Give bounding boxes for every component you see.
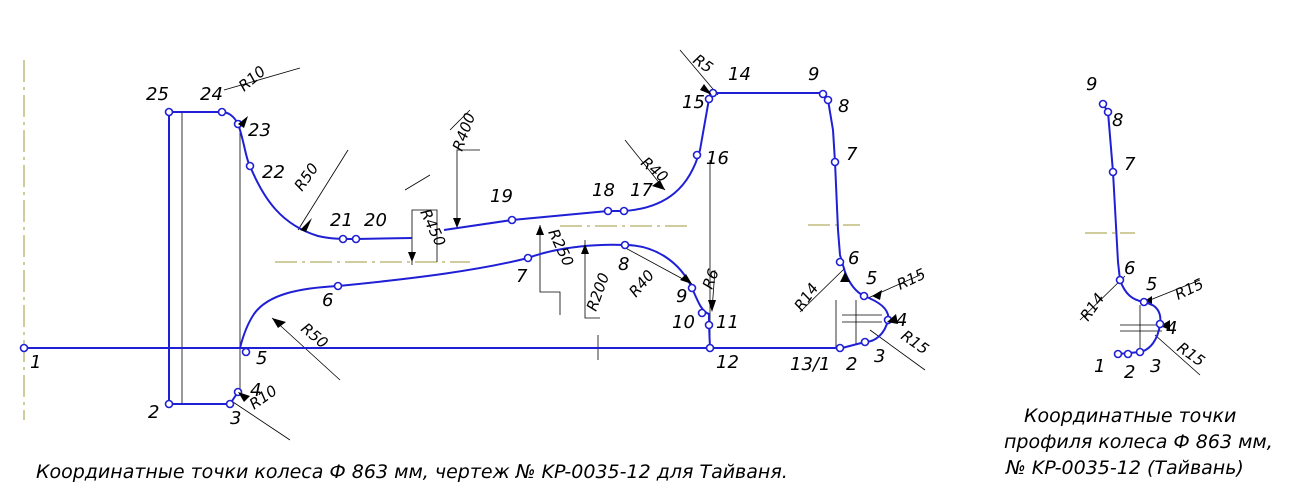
point-label: 12	[716, 352, 739, 373]
point-label: 23	[248, 120, 271, 141]
point-label: 3	[230, 408, 241, 429]
point-label: 19	[490, 186, 513, 207]
point-label: 17	[630, 180, 653, 201]
point-label: 4	[1166, 318, 1177, 339]
point-label: 7	[1124, 154, 1136, 175]
point-label: 15	[682, 92, 705, 113]
point-label: 8	[838, 96, 849, 117]
point-label: 11	[716, 312, 739, 333]
point-label: 8	[618, 254, 629, 275]
point-label: 24	[200, 84, 223, 105]
point-label: 3	[1150, 356, 1161, 377]
point-label: 4	[250, 380, 261, 401]
point-label: 14	[728, 64, 751, 85]
radius-label: R6	[699, 266, 723, 291]
point-label: 6	[322, 290, 333, 311]
point-label: 20	[364, 210, 387, 231]
point-label: 2	[148, 402, 159, 423]
side-caption-line-2: профиля колеса Ф 863 мм,	[1004, 431, 1273, 453]
point-label: 9	[808, 64, 819, 85]
radius-label: R15	[1174, 339, 1209, 371]
side-profile	[1098, 99, 1165, 359]
point-label: 2	[1124, 362, 1135, 383]
point-label: 18	[592, 180, 615, 201]
point-label: 9	[1086, 74, 1097, 95]
point-label: 2	[846, 354, 857, 375]
radius-label: R40	[625, 266, 658, 300]
dimension-arrows	[238, 84, 1170, 402]
radius-label: R450	[416, 206, 449, 249]
wheel-point-labels: 1 2 3 4 5 6 7 8 9 10 11 12 13/1 2 3 4 5 …	[30, 64, 907, 429]
side-caption-line-1: Координатные точки	[1024, 405, 1236, 427]
point-label: 13/1	[790, 354, 830, 375]
point-label: 5	[866, 268, 877, 289]
point-label: 5	[1146, 274, 1157, 295]
point-label: 9	[676, 286, 687, 307]
radius-label: R10	[235, 62, 269, 95]
point-label: 5	[256, 348, 267, 369]
point-label: 4	[896, 310, 907, 331]
center-lines	[23, 60, 1135, 420]
radius-label: R400	[449, 111, 479, 154]
point-label: 1	[1094, 356, 1105, 377]
point-label: 21	[330, 210, 353, 231]
point-label: 10	[672, 312, 695, 333]
point-label: 7	[846, 144, 858, 165]
point-label: 1	[30, 352, 41, 373]
side-profile-labels: 9 8 7 6 5 4 3 2 1 R14 R15 R15	[1077, 74, 1209, 383]
point-label: 8	[1112, 110, 1123, 131]
captions: Координатные точки колеса Ф 863 мм, черт…	[36, 405, 1273, 483]
point-label: 6	[848, 248, 859, 269]
point-label: 16	[706, 148, 729, 169]
point-label: 7	[516, 266, 528, 287]
point-label: 6	[1124, 258, 1135, 279]
radius-label: R5	[690, 51, 717, 77]
radius-label: R14	[791, 280, 823, 315]
construction-lines	[181, 49, 1201, 441]
radius-label: R15	[1172, 275, 1206, 304]
point-label: 3	[874, 346, 885, 367]
side-caption-line-3: № KP-0035-12 (Тайвань)	[1005, 457, 1244, 479]
main-caption: Координатные точки колеса Ф 863 мм, черт…	[36, 461, 788, 483]
radius-label: R200	[583, 271, 613, 314]
point-label: 22	[262, 162, 285, 183]
point-label: 25	[146, 84, 169, 105]
radius-label: R50	[291, 160, 323, 195]
radius-label: R15	[894, 265, 928, 294]
